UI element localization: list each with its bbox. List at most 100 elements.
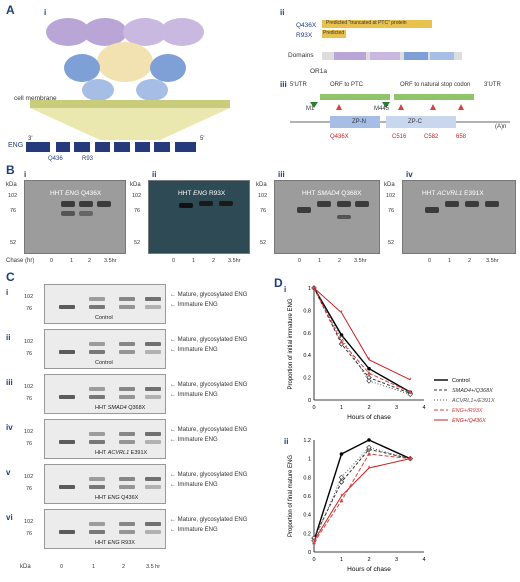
mature-band: [145, 387, 161, 391]
gel-i-tp-3: 3.5hr: [104, 258, 117, 264]
panel-d-charts: i 0 1 2 3 4 0 0.2 0.4 0.6 0.8 1 Hours of chase Propor…: [284, 285, 495, 573]
y-tick-label: 0: [308, 398, 311, 404]
immature-arrow-label: ← Immature ENG: [170, 437, 218, 443]
blot-roman: vi: [6, 513, 13, 522]
gel-ii-title: HHT ENG R93X: [178, 190, 226, 197]
blot-label-prefix: HHT: [95, 405, 108, 411]
five-utr-label: 5'UTR: [290, 82, 307, 88]
mature-band: [89, 342, 105, 346]
eng2-or1-lobe: [123, 18, 167, 46]
gel-iv-image: [402, 180, 516, 254]
x-tick-label: 2: [367, 557, 370, 563]
immature-band: [59, 485, 75, 489]
mature-band: [89, 387, 105, 391]
blot-label-gene: SMAD4: [107, 405, 127, 411]
gel-ii-kda: kDa: [130, 182, 141, 188]
gel-iii-marker-102: 102: [258, 193, 268, 199]
series-line: [313, 287, 411, 381]
mature-band: [119, 297, 135, 301]
blot-marker-102: 102: [24, 429, 34, 435]
gel-iii-marker-76: 76: [260, 208, 267, 214]
q436x-bar: [322, 20, 432, 28]
series-point: *: [368, 466, 371, 472]
gel-iv-tp-3: 3.5hr: [486, 258, 499, 264]
series-point: *: [313, 286, 316, 292]
mature-band: [119, 342, 135, 346]
blot-marker-76: 76: [26, 441, 33, 447]
blot-marker-102: 102: [24, 294, 34, 300]
blot-label-mutation: Control: [95, 315, 113, 321]
y-axis-label: Proportion of final mature ENG: [288, 455, 294, 537]
panel-c-tp-0: 0: [60, 564, 64, 570]
gel-iii-tp-0: 0: [298, 258, 302, 264]
mature-band: [145, 432, 161, 436]
x-tick-label: 0: [312, 557, 315, 563]
immature-text: Immature ENG: [177, 347, 218, 353]
series-point: [366, 378, 372, 384]
mature-band: [145, 477, 161, 481]
658-label: 658: [456, 134, 467, 140]
series-point: [366, 444, 372, 451]
mature-arrow-label: ← Mature, glycosylated ENG: [170, 292, 248, 298]
blot-roman: i: [6, 288, 9, 297]
gel-i-roman: i: [24, 170, 27, 179]
series-point: [312, 540, 316, 545]
panel-c-tp-1: 1: [92, 564, 96, 570]
y-tick-label: 0.6: [303, 331, 311, 337]
series-line: [313, 458, 411, 542]
mature-band: [119, 432, 135, 436]
pred-label: Predicted: [323, 30, 345, 36]
series-line: [313, 453, 411, 543]
immature-band: [89, 305, 105, 309]
series-point: [339, 339, 344, 344]
mature-band: [145, 522, 161, 526]
blot-sample-label: HHT SMAD4 Q368X: [95, 405, 145, 411]
blot-label-gene: ACVRL1: [107, 450, 130, 456]
gel-iv-kda: kDa: [384, 182, 395, 188]
gel-ii-tp-0: 0: [172, 258, 176, 264]
series-line: [313, 439, 411, 542]
series-point: [367, 370, 371, 375]
blot-marker-76: 76: [26, 306, 33, 312]
panel-a-i-label: i: [44, 8, 47, 17]
mature-text: Mature, glycosylated ENG: [177, 382, 248, 388]
mature-arrow-label: ← Mature, glycosylated ENG: [170, 382, 248, 388]
immature-arrow-label: ← Immature ENG: [170, 392, 218, 398]
chart-roman: i: [284, 285, 286, 294]
series-point: [367, 438, 371, 442]
x-tick-label: 1: [340, 557, 343, 563]
x-axis-label: Hours of chase: [347, 414, 391, 421]
blot-label-gene: ENG: [107, 495, 120, 501]
gel-iii-tp-3: 3.5hr: [354, 258, 367, 264]
eng1-zpc-lobe: [82, 79, 114, 101]
gel-ii-marker-52: 52: [134, 240, 141, 246]
series-point: *: [409, 378, 412, 384]
blot-label-prefix: HHT: [95, 450, 108, 456]
immature-band: [119, 440, 135, 444]
immature-band: [59, 530, 75, 534]
mature-band: [145, 342, 161, 346]
immature-band: [145, 395, 161, 399]
gel-iii-kda: kDa: [256, 182, 267, 188]
eng2-or2-lobe: [160, 18, 204, 46]
m445-label: M445: [374, 106, 390, 112]
expansion-cone: [30, 108, 230, 140]
immature-band: [145, 350, 161, 354]
q436x-label: Q436X: [296, 22, 317, 29]
mature-band: [145, 297, 161, 301]
blot-roman: iv: [6, 423, 13, 432]
y-axis-label: Proportion of initial immature ENG: [288, 298, 294, 389]
y-tick-label: 0.8: [303, 308, 311, 314]
series-point: [408, 389, 413, 394]
blot-sample-label: HHT ACVRL1 E391X: [95, 450, 147, 456]
series-point: *: [340, 311, 343, 317]
polya-label: (A)n: [495, 124, 507, 130]
gel-iii-tp-1: 1: [318, 258, 322, 264]
panel-d-letter: D: [274, 276, 283, 290]
gel-iv-tp-0: 0: [428, 258, 432, 264]
five-prime-label: 5': [200, 136, 205, 142]
zpn-label: ZP-N: [352, 119, 366, 125]
blot-sample-label: Control: [95, 360, 113, 366]
series-point: [367, 451, 371, 456]
gel-i-marker-52: 52: [10, 240, 17, 246]
